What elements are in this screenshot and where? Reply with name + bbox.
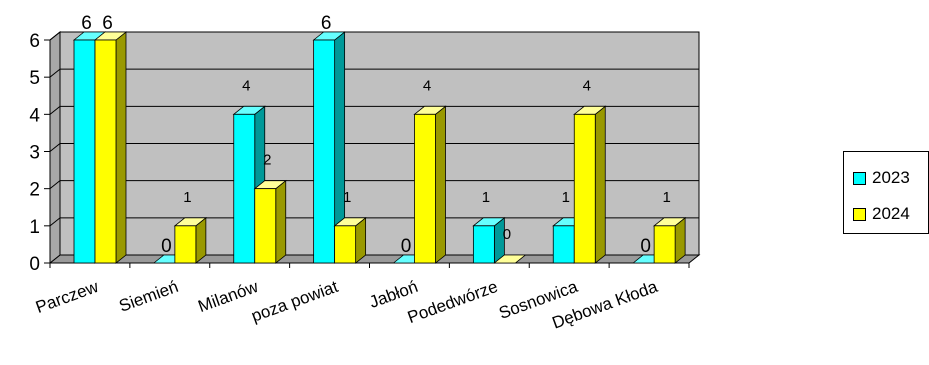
y-tick-label: 3 [29,143,40,164]
x-tick-label-siemien: Siemień [117,277,181,316]
bar-side-2024-parczew [115,31,127,264]
data-label-2023-jab-on: 0 [401,236,412,257]
bar-2023-podedwo-rze [472,225,495,264]
legend-label-2024: 2024 [872,204,910,223]
bar-2024-de-bowa-k-oda [653,225,676,264]
data-label-2024-de-bowa-k-oda: 1 [662,189,670,206]
data-label-2023-milano-w: 4 [242,77,250,94]
y-tick-label: 5 [29,68,40,89]
bar-2023-sosnowica [552,225,575,264]
bar-2024-poza-powiat [334,225,357,264]
y-tick-label: 0 [29,254,40,275]
bar-2023-parczew [73,39,96,264]
y-tick-label: 1 [29,217,40,238]
bar-2024-siemien [174,225,197,264]
legend-item-2024: 2024 [853,204,910,224]
data-label-2024-siemien: 1 [183,189,191,206]
legend-item-2023: 2023 [853,168,910,188]
data-label-2023-poza-powiat: 6 [321,13,332,34]
legend-label-2023: 2023 [872,168,910,187]
data-label-2023-podedwo-rze: 1 [482,189,490,206]
bar-2024-jab-on [414,113,436,264]
chart-legend: 2023 2024 [843,151,929,234]
bar-side-2024-milano-w [275,179,287,264]
y-tick-label: 2 [29,180,40,201]
bar-2023-milano-w [233,113,256,264]
data-label-2024-jab-on: 4 [423,77,431,94]
gridline [49,105,699,115]
data-label-2023-de-bowa-k-oda: 0 [640,236,651,257]
y-tick-label: 6 [29,31,40,52]
data-label-2024-milano-w: 2 [263,152,271,169]
data-label-2023-sosnowica: 1 [562,189,570,206]
gridline [49,31,699,41]
bar-top-2024-podedwo-rze [493,254,527,264]
gridline [49,68,699,78]
bar-side-2024-jab-on [435,105,446,264]
bar-2024-milano-w [254,188,277,264]
bar-2023-poza-powiat [313,39,336,264]
bar-side-2024-sosnowica [594,105,606,264]
bar-2024-sosnowica [573,113,596,264]
gridline [49,143,699,152]
gridline [49,180,699,190]
legend-swatch-2023 [853,171,866,185]
y-tick-label: 4 [29,105,40,126]
data-label-2024-podedwo-rze: 0 [503,226,511,243]
bar-2024-parczew [94,39,117,264]
data-label-2024-sosnowica: 4 [583,77,591,94]
data-label-2023-siemien: 0 [161,236,172,257]
x-tick-label-parczew: Parczew [33,277,101,317]
data-label-2023-parczew: 6 [81,13,92,34]
data-label-2024-parczew: 6 [102,13,113,34]
x-tick-label-podedwo-rze: Podedwórze [405,277,500,327]
legend-swatch-2024 [853,207,866,221]
x-tick-label-poza-powiat: poza powiat [249,277,341,326]
data-label-2024-poza-powiat: 1 [343,189,351,206]
